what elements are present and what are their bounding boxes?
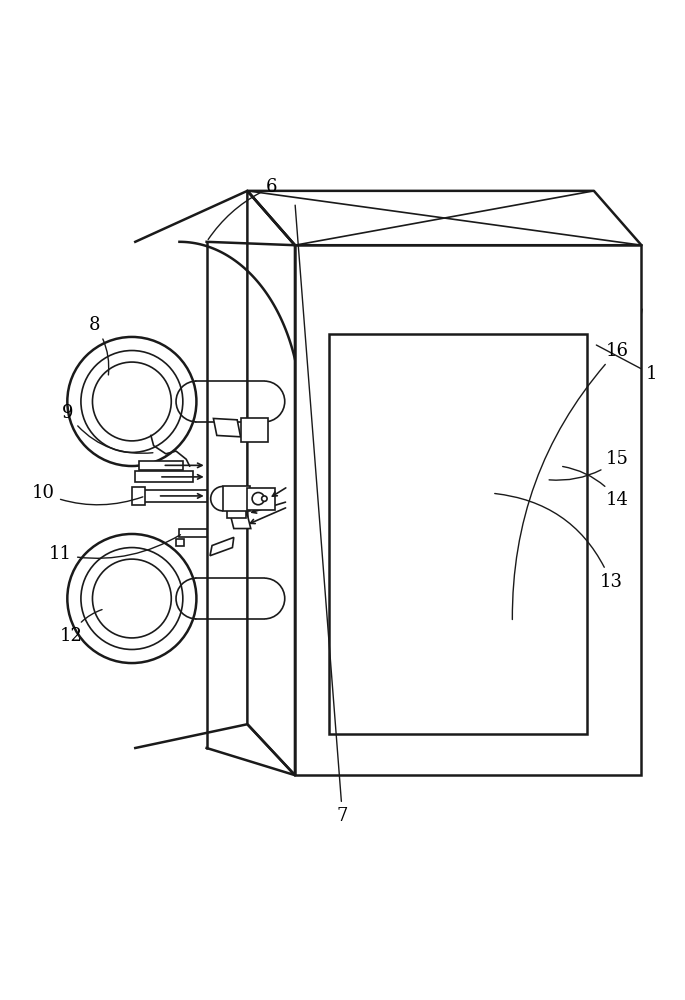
Text: 1: 1: [597, 345, 658, 383]
Polygon shape: [210, 537, 234, 556]
Bar: [138, 490, 207, 502]
Text: 12: 12: [60, 610, 102, 645]
Text: 10: 10: [32, 484, 143, 505]
Bar: [132, 487, 145, 505]
Text: 11: 11: [49, 535, 180, 563]
Text: 14: 14: [562, 466, 629, 509]
Bar: [223, 486, 250, 511]
Bar: [240, 418, 268, 442]
Text: 15: 15: [549, 450, 629, 480]
Circle shape: [67, 534, 197, 663]
Circle shape: [81, 351, 183, 452]
Text: 7: 7: [295, 205, 348, 825]
Circle shape: [81, 548, 183, 649]
Bar: [135, 471, 193, 482]
Bar: [247, 488, 275, 510]
Bar: [329, 334, 587, 734]
Bar: [138, 461, 183, 470]
Bar: [295, 245, 641, 775]
Text: 8: 8: [89, 316, 109, 375]
Circle shape: [92, 362, 171, 441]
Circle shape: [67, 337, 197, 466]
Text: 9: 9: [62, 404, 153, 453]
Circle shape: [252, 493, 264, 505]
Circle shape: [92, 559, 171, 638]
Bar: [227, 510, 246, 518]
Polygon shape: [230, 515, 251, 529]
Polygon shape: [214, 418, 240, 437]
Text: 16: 16: [512, 342, 630, 620]
Circle shape: [262, 496, 267, 501]
Bar: [179, 529, 207, 537]
Text: 13: 13: [495, 493, 623, 591]
Text: 6: 6: [208, 178, 277, 239]
Bar: [176, 539, 184, 546]
